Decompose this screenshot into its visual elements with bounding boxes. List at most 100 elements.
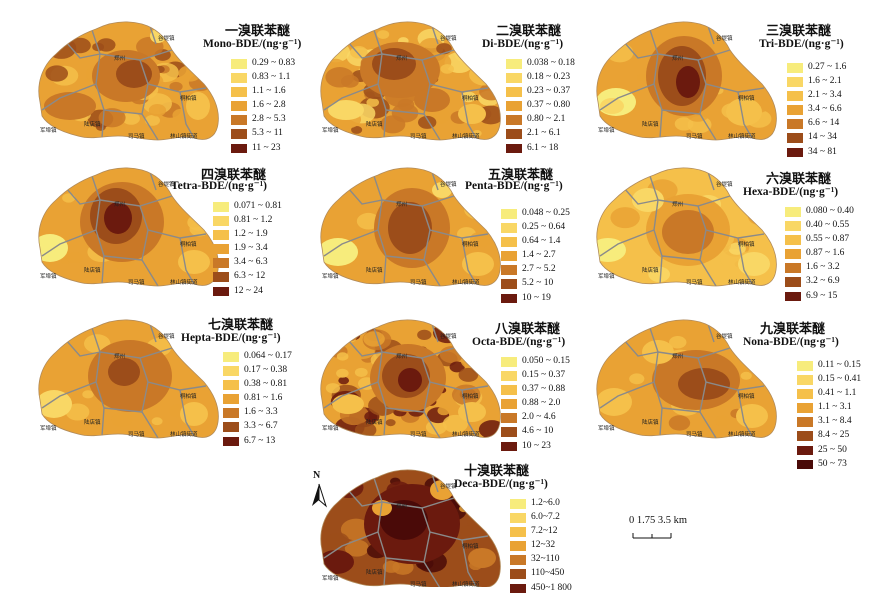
legend-label: 1.6 ~ 2.1 (808, 76, 842, 87)
panel-title-cn: 八溴联苯醚 (495, 322, 561, 337)
concentration-patch (437, 406, 451, 416)
legend-label: 0.81 ~ 1.2 (234, 215, 273, 226)
legend-swatch (223, 380, 239, 390)
district-boundary (431, 473, 439, 493)
legend-swatch (501, 293, 517, 304)
district-boundary (149, 323, 157, 343)
legend-label: 2.1 ~ 6.1 (527, 128, 561, 139)
district-boundary (41, 381, 97, 409)
concentration-patch (151, 417, 163, 426)
district-boundary (707, 323, 715, 343)
district-boundary (385, 407, 425, 413)
place-label: 陆店镇 (642, 266, 659, 274)
place-label: 林山镇街道 (452, 132, 480, 140)
district-boundary (323, 83, 379, 111)
legend-swatch (501, 251, 517, 261)
place-label: 军埠镇 (322, 126, 339, 134)
panel-title-en: Octa-BDE/(ng·g⁻¹) (472, 336, 566, 348)
concentration-patch (442, 414, 469, 433)
concentration-zone (38, 234, 68, 262)
legend-swatch (797, 445, 813, 456)
legend-label: 2.0 ~ 4.6 (522, 412, 556, 423)
concentration-patch (82, 390, 94, 399)
concentration-patch (669, 336, 687, 349)
district-boundary (347, 339, 383, 357)
concentration-patch (461, 91, 477, 103)
legend-label: 3.2 ~ 6.9 (806, 276, 840, 287)
legend-swatch (785, 207, 801, 217)
concentration-patch (648, 266, 671, 283)
district-boundary (737, 389, 753, 437)
concentration-patch (69, 37, 91, 54)
place-label: 桐柏镇 (462, 94, 479, 102)
concentration-zone (678, 368, 730, 400)
place-label: 桐柏镇 (462, 542, 479, 550)
legend-label: 0.064 ~ 0.17 (244, 351, 292, 361)
legend-label: 14 ~ 34 (808, 132, 837, 143)
district-boundary (347, 489, 383, 507)
concentration-patch (354, 367, 368, 378)
legend-swatch (213, 202, 229, 212)
legend-swatch (797, 389, 813, 399)
legend-swatch (501, 265, 517, 275)
concentration-zone (430, 480, 454, 500)
legend-swatch (785, 291, 801, 302)
legend-label: 1.9 ~ 3.4 (234, 243, 268, 254)
concentration-patch (111, 412, 133, 428)
district-boundary (179, 237, 195, 285)
legend-label: 0.88 ~ 2.0 (522, 398, 561, 409)
place-label: 郑州 (114, 200, 125, 208)
concentration-patch (458, 338, 472, 348)
concentration-patch (340, 518, 372, 541)
concentration-patch (418, 115, 437, 129)
district-boundary (431, 25, 439, 45)
legend-swatch (213, 216, 229, 226)
concentration-patch (636, 73, 648, 82)
district-boundary (461, 91, 477, 139)
concentration-zone (738, 252, 770, 276)
study-area-outline (320, 469, 501, 587)
legend-swatch (501, 223, 517, 233)
legend-label: 10 ~ 23 (522, 440, 551, 451)
legend-swatch (501, 385, 517, 395)
legend-label: 1.6 ~ 3.2 (806, 262, 840, 273)
concentration-zone (458, 104, 486, 124)
district-boundary (697, 59, 765, 93)
place-label: 陆店镇 (366, 120, 383, 128)
concentration-patch (344, 539, 369, 557)
place-label: 桐柏镇 (180, 94, 197, 102)
legend-label: 3.1 ~ 8.4 (818, 416, 852, 427)
place-label: 军埠镇 (598, 126, 615, 134)
legend-swatch (506, 59, 522, 69)
place-label: 司马镇 (686, 430, 703, 438)
district-boundary (179, 389, 195, 437)
legend-label: 8.4 ~ 25 (818, 430, 850, 441)
district-boundary (623, 41, 659, 59)
legend-swatch (501, 279, 517, 289)
study-area-outline (596, 21, 777, 141)
district-boundary (623, 339, 659, 357)
place-label: 军埠镇 (40, 424, 57, 432)
legend-label: 2.1 ~ 3.4 (808, 90, 842, 101)
place-label: 谷堤镇 (716, 34, 733, 42)
legend-swatch (506, 73, 522, 83)
legend-swatch (501, 357, 517, 367)
study-area-outline (596, 167, 777, 287)
concentration-patch (336, 329, 353, 341)
concentration-zone (726, 98, 762, 126)
district-boundary (737, 91, 753, 139)
north-letter: N (313, 470, 321, 481)
place-label: 谷堤镇 (440, 180, 457, 188)
concentration-zone (180, 402, 208, 426)
legend-label: 0.29 ~ 0.83 (252, 58, 296, 68)
legend-swatch (797, 459, 813, 470)
district-boundary (385, 557, 425, 563)
panel-mono: 谷堤镇 郑州 桐柏镇 军埠镇 陆店镇 司马镇 林山镇街道 一溴联苯醚 Mono-BDE/(n… (30, 14, 301, 154)
district-boundary (103, 407, 143, 413)
concentration-patch (327, 43, 341, 54)
study-area-outline (320, 167, 501, 287)
district-boundary (41, 83, 97, 111)
place-label: 军埠镇 (322, 424, 339, 432)
district-boundary (139, 205, 207, 239)
